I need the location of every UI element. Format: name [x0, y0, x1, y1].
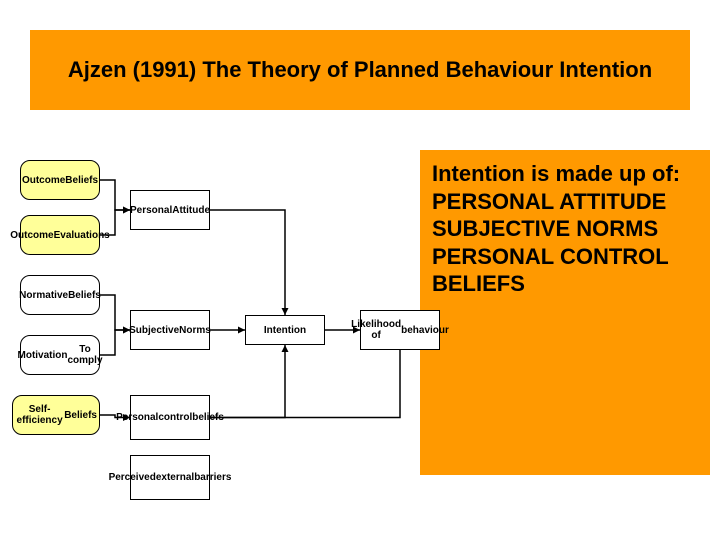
node-outcome-evaluations: OutcomeEvaluations [20, 215, 100, 255]
side-panel-line: Intention is made up of: [432, 160, 698, 188]
title-text: Ajzen (1991) The Theory of Planned Behav… [68, 57, 652, 83]
node-personal-control: Personalcontrolbeliefs [130, 395, 210, 440]
node-outcome-beliefs: OutcomeBeliefs [20, 160, 100, 200]
side-panel-line: PERSONAL ATTITUDE [432, 188, 698, 216]
node-subjective-norms: SubjectiveNorms [130, 310, 210, 350]
node-perceived-barriers: Perceivedexternalbarriers [130, 455, 210, 500]
side-panel: Intention is made up of:PERSONAL ATTITUD… [420, 150, 710, 475]
node-personal-attitude: PersonalAttitude [130, 190, 210, 230]
side-panel-line: SUBJECTIVE NORMS [432, 215, 698, 243]
node-normative-beliefs: NormativeBeliefs [20, 275, 100, 315]
side-panel-line: PERSONAL CONTROL BELIEFS [432, 243, 698, 298]
title-banner: Ajzen (1991) The Theory of Planned Behav… [30, 30, 690, 110]
node-motivation-comply: MotivationTo comply [20, 335, 100, 375]
node-likelihood: Likelihood ofbehaviour [360, 310, 440, 350]
node-intention: Intention [245, 315, 325, 345]
node-self-efficiency: Self-efficiencyBeliefs [12, 395, 100, 435]
